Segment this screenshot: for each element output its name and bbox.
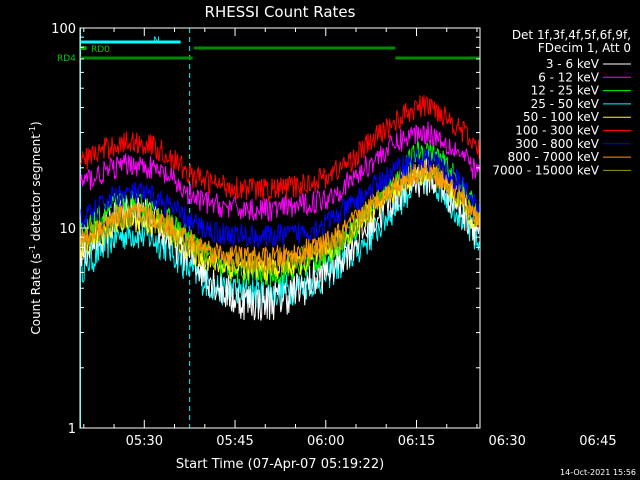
- legend-label-2: 12 - 25 keV: [531, 84, 600, 98]
- y-axis-label-end: ): [29, 121, 43, 126]
- legend-label-7: 800 - 7000 keV: [508, 150, 600, 164]
- legend-label-0: 3 - 6 keV: [546, 57, 600, 71]
- y-axis-label-main: Count Rate (s: [29, 253, 43, 335]
- y-axis-label-mid: detector segment: [29, 134, 43, 245]
- flag-label-rd4: RD4: [57, 54, 76, 64]
- y-axis-label-sup2: -1: [28, 126, 37, 134]
- legend-header-detectors: Det 1f,3f,4f,5f,6f,9f,: [512, 28, 631, 42]
- plot-clip-group: [80, 28, 480, 428]
- series-line-1: [80, 121, 480, 222]
- x-tick-label-5: 06:45: [579, 434, 616, 449]
- legend-label-3: 25 - 50 keV: [531, 97, 600, 111]
- x-tick-label-0: 05:30: [126, 434, 163, 449]
- flag-label-rd0: RD0: [91, 45, 110, 55]
- series-line-7: [80, 159, 480, 271]
- y-axis-label: Count Rate (s-1 detector segment-1): [28, 121, 43, 334]
- chart-title: RHESSI Count Rates: [205, 3, 356, 21]
- series-line-6: [80, 148, 480, 249]
- flag-label-n: N: [153, 36, 160, 46]
- series-line-5: [80, 95, 480, 202]
- legend-label-1: 6 - 12 keV: [538, 70, 600, 84]
- x-tick-label-3: 06:15: [398, 434, 435, 449]
- y-axis-label-sup1: -1: [28, 245, 37, 253]
- legend-label-8: 7000 - 15000 keV: [492, 163, 599, 177]
- x-axis-label: Start Time (07-Apr-07 05:19:22): [176, 457, 384, 472]
- legend-header-fdecim: FDecim 1, Att 0: [538, 41, 631, 55]
- footer-timestamp: 14-Oct-2021 15:56: [560, 468, 636, 477]
- legend-label-5: 100 - 300 keV: [515, 124, 599, 138]
- legend-label-4: 50 - 100 keV: [523, 110, 600, 124]
- x-tick-label-4: 06:30: [488, 434, 525, 449]
- y-tick-label-2: 100: [51, 22, 76, 37]
- y-tick-label-0: 1: [68, 422, 76, 437]
- flag-marker-rd0: [81, 46, 86, 50]
- y-tick-label-1: 10: [59, 222, 76, 237]
- x-tick-label-2: 06:00: [307, 434, 344, 449]
- legend-label-6: 300 - 800 keV: [515, 137, 599, 151]
- x-tick-label-1: 05:45: [216, 434, 253, 449]
